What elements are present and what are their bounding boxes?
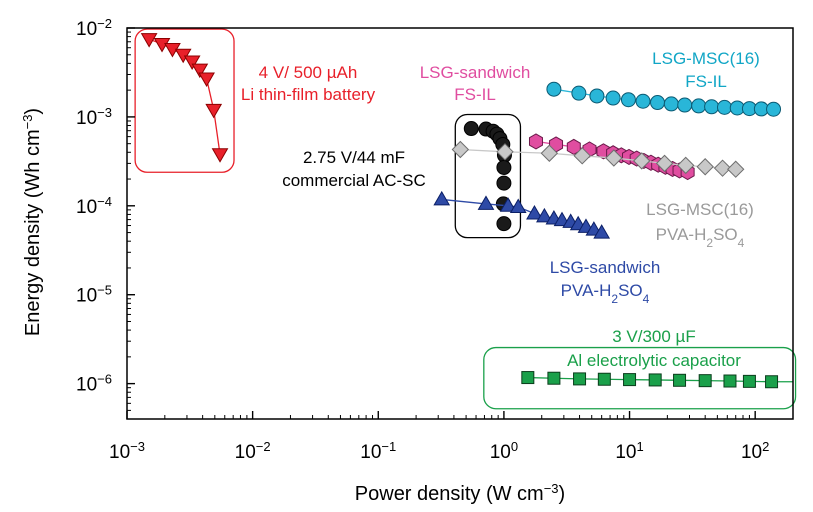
data-point-msc_fs [620, 92, 636, 108]
data-point-msc_fs [605, 90, 621, 106]
data-point-li [211, 148, 229, 163]
y-tick-label: 10−2 [76, 16, 112, 41]
data-point-al [765, 375, 779, 389]
data-point-msc_ps [573, 147, 591, 165]
series-msc_ps [451, 140, 745, 178]
x-tick-label: 10−1 [360, 439, 396, 464]
annotation-msc_fs: FS-IL [685, 72, 727, 91]
data-point-lsg_ps [536, 207, 553, 223]
data-point-lsg_ps [477, 195, 495, 210]
data-point-lsg_ps [526, 204, 543, 220]
annotation-al: Al electrolytic capacitor [567, 351, 741, 370]
y-tick-label: 10−3 [76, 104, 112, 129]
data-point-lsg_ps [509, 198, 527, 213]
data-point-al [573, 372, 587, 386]
data-point-msc_fs [546, 81, 562, 97]
data-point-li [205, 103, 223, 119]
x-tick-label: 102 [741, 439, 769, 464]
data-point-acsc [496, 216, 512, 232]
series-acsc [463, 121, 512, 232]
group-box-acsc [454, 113, 522, 239]
group-box-al [483, 346, 797, 410]
data-point-al [698, 374, 712, 388]
annotation-al: 3 V/300 µF [612, 327, 696, 346]
data-point-msc_fs [766, 101, 782, 117]
data-point-al [623, 373, 637, 387]
data-point-lsg_fs [528, 133, 543, 150]
series-msc_fs [546, 81, 782, 117]
annotation-acsc: commercial AC-SC [282, 171, 426, 190]
data-point-msc_ps [727, 160, 745, 178]
y-axis-title: Energy density (Wh cm−3) [20, 108, 45, 336]
x-tick-label: 10−3 [109, 439, 145, 464]
x-axis-ticks: 10−3 10−2 10−1 100 101 102 [109, 411, 769, 463]
annotation-lsg_fs: LSG-sandwich [420, 63, 531, 82]
data-point-acsc [496, 159, 512, 175]
data-point-al [521, 371, 535, 385]
annotation-lsg_ps: LSG-sandwich [550, 258, 661, 277]
x-tick-label: 101 [615, 439, 643, 464]
data-point-li [140, 33, 158, 48]
y-axis-ticks: 10−2 10−3 10−4 10−5 10−6 [76, 16, 135, 411]
plot-frame [126, 27, 794, 420]
data-point-msc_fs [663, 96, 679, 112]
data-point-msc_fs [589, 88, 605, 104]
data-point-msc_fs [704, 99, 720, 115]
series-al [521, 371, 793, 389]
data-point-msc_ps [605, 149, 623, 167]
annotation-li: Li thin-film battery [241, 85, 376, 104]
data-point-msc_ps [696, 158, 714, 176]
y-tick-label: 10−5 [76, 282, 112, 307]
data-point-al [648, 373, 662, 387]
series-layer [140, 33, 793, 389]
x-tick-label: 100 [490, 439, 518, 464]
annotation-lsg_ps: PVA-H2SO4 [561, 281, 650, 306]
data-point-al [547, 371, 561, 385]
data-point-msc_ps [496, 143, 514, 161]
data-point-lsg_ps [499, 197, 517, 212]
data-point-msc_fs [677, 97, 693, 113]
annotation-acsc: 2.75 V/44 mF [303, 148, 405, 167]
data-point-msc_fs [571, 85, 587, 101]
data-point-acsc [463, 121, 479, 137]
series-lsg_ps [433, 190, 611, 239]
data-point-msc_fs [650, 95, 666, 111]
data-point-msc_fs [635, 93, 651, 109]
y-tick-label: 10−6 [76, 371, 112, 396]
data-point-lsg_fs [566, 138, 581, 155]
data-point-al [723, 374, 737, 388]
annotation-lsg_fs: FS-IL [454, 85, 496, 104]
data-point-msc_ps [655, 154, 674, 173]
series-li [140, 33, 229, 163]
annotation-msc_ps: PVA-H2SO4 [656, 225, 745, 250]
group-box-li [134, 28, 235, 173]
data-point-msc_ps [451, 140, 470, 159]
data-point-msc_ps [677, 156, 695, 175]
data-point-li [198, 72, 215, 88]
data-point-acsc [496, 175, 512, 191]
data-point-al [597, 372, 611, 386]
x-axis-title: Power density (W cm−3) [355, 481, 565, 506]
x-tick-label: 10−2 [235, 439, 271, 464]
data-point-msc_fs [691, 98, 707, 114]
data-point-msc_ps [633, 152, 651, 170]
data-point-msc_ps [540, 144, 559, 162]
annotation-msc_fs: LSG-MSC(16) [652, 49, 760, 68]
data-point-lsg_ps [593, 224, 611, 239]
annotation-layer: 4 V/ 500 µAh Li thin-film battery LSG-sand… [241, 49, 760, 370]
data-point-msc_ps [713, 159, 732, 177]
annotation-msc_ps: LSG-MSC(16) [646, 200, 754, 219]
y-tick-label: 10−4 [76, 193, 112, 218]
group-boxes [134, 28, 797, 410]
data-point-al [673, 373, 687, 387]
data-point-li [183, 55, 201, 70]
data-point-lsg_ps [433, 190, 451, 206]
data-point-al [742, 374, 756, 388]
data-point-li [191, 63, 209, 79]
data-point-msc_fs [717, 99, 733, 115]
annotation-li: 4 V/ 500 µAh [259, 63, 358, 82]
